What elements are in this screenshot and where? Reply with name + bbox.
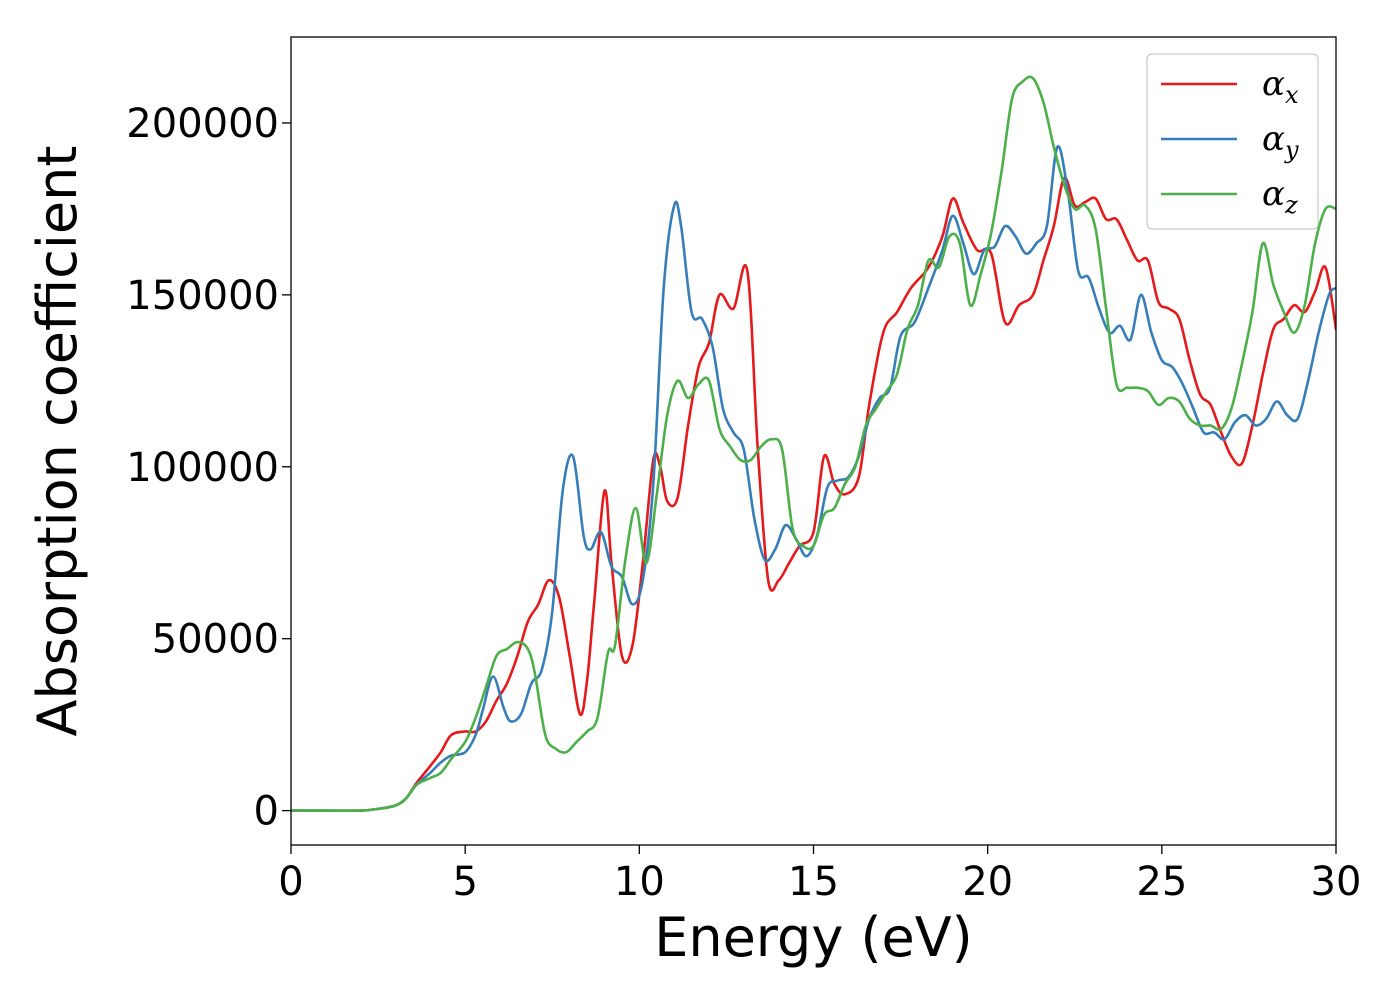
series-layer: [291, 75, 1336, 813]
legend-frame: [1146, 53, 1319, 230]
x-tick-label: 10: [614, 859, 665, 905]
x-tick-label: 5: [452, 859, 477, 905]
y-axis-label: Absorption coefficient: [26, 146, 89, 737]
x-tick-label: 25: [1136, 859, 1187, 905]
x-tick-label: 15: [788, 859, 839, 905]
series-line-z: [291, 75, 1336, 813]
y-tick-label: 100000: [126, 445, 279, 491]
y-tick-label: 150000: [126, 273, 279, 319]
series-line-y: [291, 145, 1336, 813]
y-tick-label: 0: [254, 789, 279, 835]
y-tick-label: 50000: [152, 617, 279, 663]
x-tick-label: 20: [962, 859, 1013, 905]
x-axis: 0 5 10 15 20 25 30: [278, 845, 1361, 905]
x-tick-label: 0: [278, 859, 303, 905]
series-line-x: [291, 176, 1336, 813]
y-axis: 0 50000 100000 150000 200000: [126, 101, 291, 835]
x-tick-label: 30: [1311, 859, 1362, 905]
y-tick-label: 200000: [126, 101, 279, 147]
x-axis-label: Energy (eV): [654, 906, 973, 969]
